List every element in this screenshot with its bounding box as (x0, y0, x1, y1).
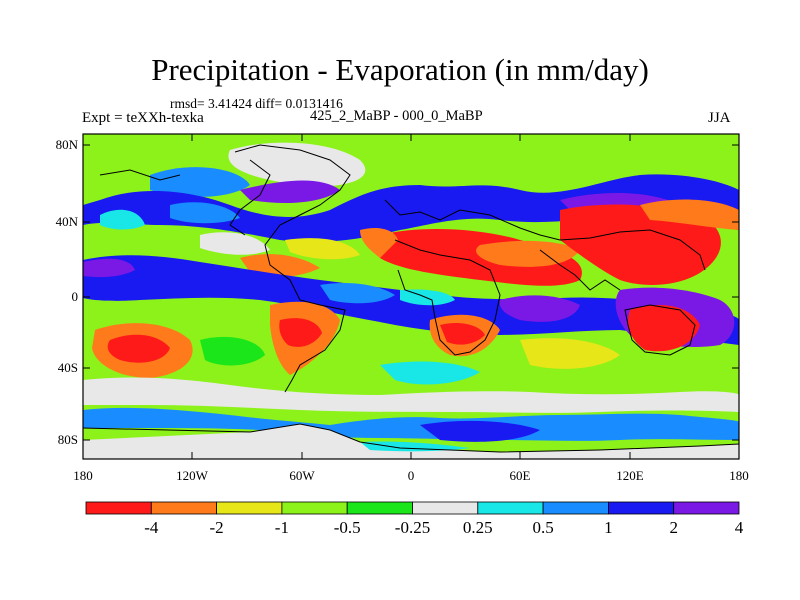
stats-text: rmsd= 3.41424 diff= 0.0131416 (170, 96, 343, 111)
colorbar-label: -0.5 (333, 518, 361, 537)
lat-tick-label: 80N (55, 137, 78, 152)
south-pacific-green (200, 336, 265, 366)
lat-tick-label: 80S (57, 432, 78, 447)
colorbar-label: 2 (669, 518, 678, 537)
indian-ocean-yellow (520, 338, 620, 369)
west-pacific-purple (83, 258, 135, 278)
na-west-coast (229, 159, 271, 236)
coastlines (83, 144, 739, 453)
se-pacific-red (107, 334, 170, 363)
colorbar-swatch (673, 501, 740, 515)
arctic-white (228, 142, 366, 187)
colorbar (85, 501, 740, 515)
na-west-white (200, 232, 270, 255)
colorbar-swatch (281, 501, 348, 515)
lon-tick-label: 120W (176, 468, 208, 483)
southern-ocean-white (83, 377, 739, 413)
asia-red (560, 204, 721, 285)
axis-ticks (82, 134, 740, 459)
colorbar-swatch (346, 501, 413, 515)
period-label: 425_2_MaBP - 000_0_MaBP (310, 108, 483, 124)
season-label: JJA (708, 110, 731, 126)
south-asia-coast (539, 249, 621, 291)
southern-ocean-lightblue (83, 407, 739, 441)
colorbar-swatch (477, 501, 544, 515)
colorbar-swatch (542, 501, 609, 515)
colorbar-label: 0.5 (532, 518, 554, 537)
colorbar-label: -0.25 (394, 518, 431, 537)
colorbar-swatch (412, 501, 479, 515)
caribbean-yellow (285, 238, 360, 260)
lon-tick-label: 120E (616, 468, 644, 483)
lat-tick-label: 0 (71, 289, 79, 304)
pacific-lightblue (170, 202, 240, 224)
atlantic-itcz-lightblue (320, 283, 395, 304)
colorbar-label: -2 (209, 518, 224, 537)
siberia-coast (99, 169, 181, 181)
weddell-cyan (360, 441, 470, 452)
eurasia-coast (384, 199, 706, 271)
lon-tick-label: 60W (289, 468, 315, 483)
colorbar-swatch (608, 501, 675, 515)
pacific-cyan (100, 209, 145, 230)
atlantic-orange (360, 228, 398, 258)
brazil-red (279, 318, 322, 347)
south-africa-red (440, 323, 485, 345)
australia-coast (624, 304, 696, 356)
colorbar-label: 0.25 (462, 518, 493, 537)
nh-storm-belt (83, 174, 739, 242)
lon-tick-label: 180 (73, 468, 93, 483)
antarctica-coast (83, 423, 739, 453)
lon-tick-label: 0 (407, 468, 415, 483)
southern-ocean-blue (420, 420, 540, 442)
lat-tick-label: 40S (57, 360, 78, 375)
africa-coast (394, 239, 501, 356)
colorbar-swatch (85, 501, 152, 515)
colorbar-label: -1 (274, 518, 289, 537)
asia-orange-ne (640, 199, 739, 230)
australia-red (628, 305, 700, 352)
colorbar-swatch (150, 501, 218, 515)
lon-tick-label: 180 (729, 468, 749, 483)
americas-coast (234, 144, 351, 393)
experiment-label: Expt = teXXh-texka (82, 110, 204, 126)
colorbar-label: -4 (144, 518, 159, 537)
lat-tick-label: 40N (55, 214, 78, 229)
antarctica-white (83, 424, 739, 459)
colorbar-label: 4 (734, 518, 744, 537)
colorbar-label: 1 (604, 518, 613, 537)
mexico-orange (240, 254, 320, 277)
map-field (83, 134, 739, 459)
colorbar-swatch (216, 501, 283, 515)
indian-ocean-purple (499, 295, 580, 322)
plot-title: Precipitation - Evaporation (in mm/day) (151, 52, 649, 87)
na-pacific-blue (150, 167, 250, 197)
south-atlantic-cyan (380, 361, 480, 385)
lon-tick-label: 60E (509, 468, 531, 483)
pacific-purple (240, 180, 340, 203)
